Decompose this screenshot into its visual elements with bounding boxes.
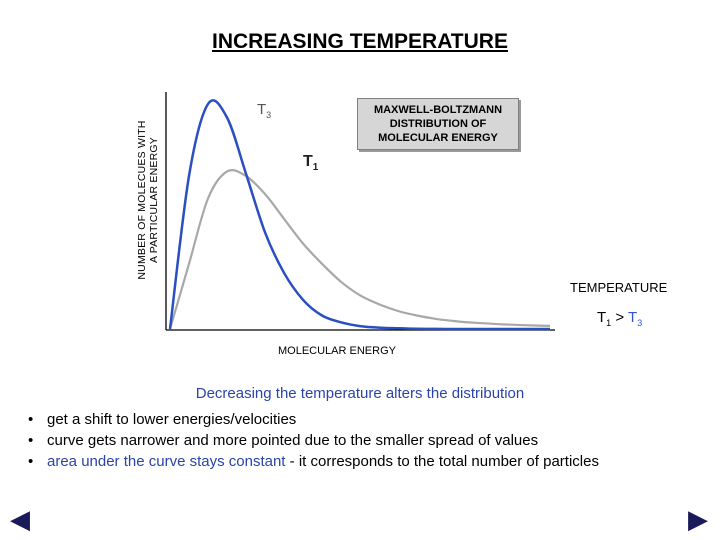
- next-slide-button[interactable]: ▶: [688, 504, 708, 534]
- t3-label-main: T: [257, 101, 267, 118]
- t1-curve-label: T1: [303, 153, 318, 173]
- bullet-marker: •: [28, 411, 34, 428]
- bullet-text-2: curve gets narrower and more pointed due…: [47, 432, 539, 449]
- compare-t1-main: T: [597, 309, 607, 326]
- bullet-list: • get a shift to lower energies/velocitie…: [28, 409, 599, 472]
- compare-t1-sub: 1: [606, 318, 612, 328]
- slide-title: INCREASING TEMPERATURE: [212, 30, 508, 53]
- compare-operator: >: [615, 309, 625, 326]
- bullet-text-1: get a shift to lower energies/velocities: [47, 411, 297, 428]
- x-axis-label: MOLECULAR ENERGY: [278, 345, 396, 357]
- t3-label-sub: 3: [266, 110, 272, 120]
- t1-curve: [168, 169, 551, 330]
- maxwell-boltzmann-box: MAXWELL-BOLTZMANN DISTRIBUTION OF MOLECU…: [357, 98, 519, 150]
- info-box-line2: DISTRIBUTION OF: [389, 118, 487, 130]
- temperature-comparison: T1 > T3: [597, 309, 642, 328]
- t1-label-sub: 1: [312, 162, 319, 174]
- bullet-item: • area under the curve stays constant - i…: [28, 451, 599, 472]
- info-box-line1: MAXWELL-BOLTZMANN: [373, 104, 503, 116]
- bullet-marker: •: [28, 453, 34, 470]
- bullet-text-3-rest: - it corresponds to the total number of …: [285, 453, 599, 470]
- previous-slide-button[interactable]: ◀: [10, 504, 30, 534]
- info-box-line3: MOLECULAR ENERGY: [378, 132, 498, 144]
- bullet-marker: •: [28, 432, 34, 449]
- slide-subtitle: Decreasing the temperature alters the di…: [195, 385, 525, 402]
- bullet-text-3-highlight: area under the curve stays constant: [47, 453, 286, 470]
- bullet-item: • get a shift to lower energies/velocitie…: [28, 409, 599, 430]
- t3-curve-label: T3: [257, 101, 271, 120]
- t3-curve: [168, 99, 550, 331]
- compare-t3-main: T: [628, 309, 638, 326]
- t1-label-main: T: [303, 153, 313, 170]
- temperature-heading: TEMPERATURE: [570, 280, 668, 295]
- bullet-item: • curve gets narrower and more pointed du…: [28, 430, 599, 451]
- compare-t3-sub: 3: [637, 318, 643, 328]
